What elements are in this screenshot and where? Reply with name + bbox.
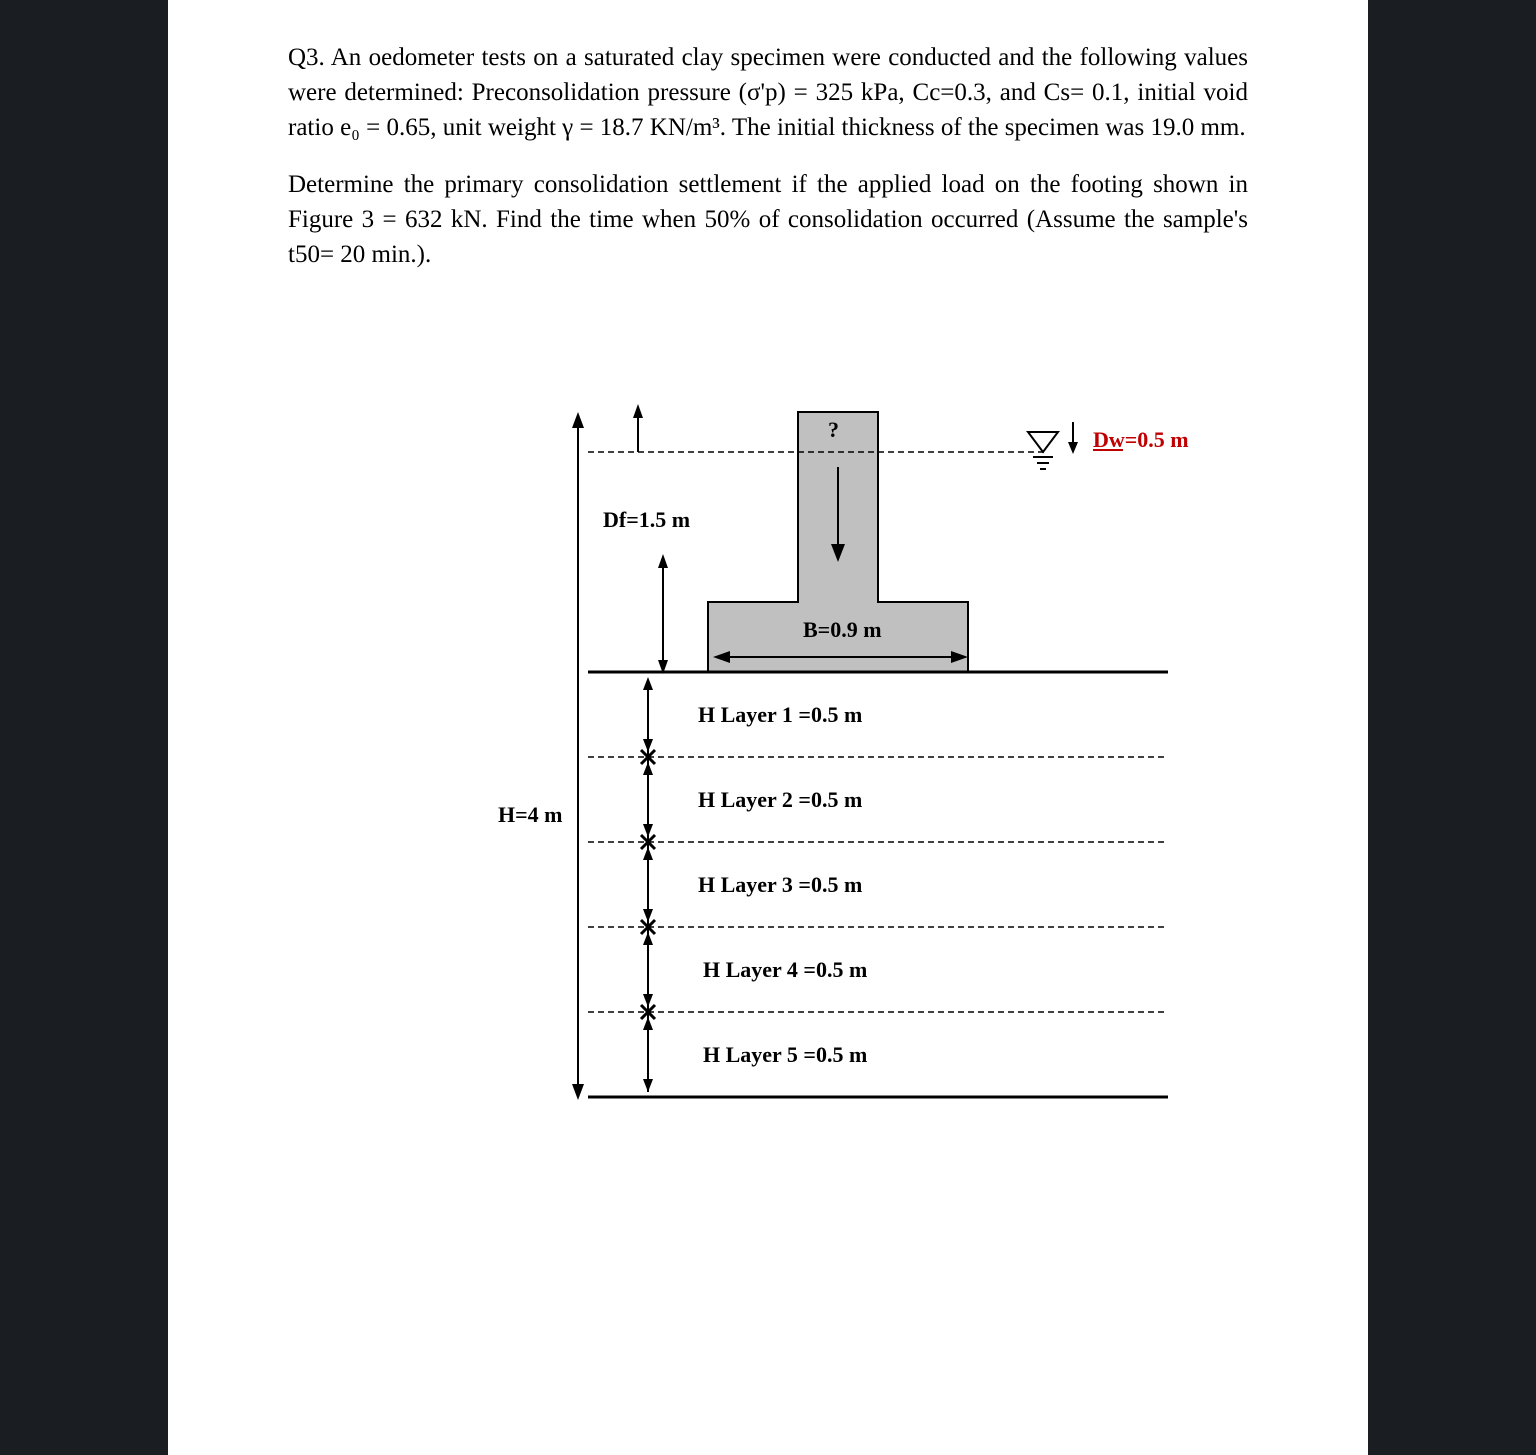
dw-label: Dw=0.5 m [1093, 427, 1189, 452]
ld-arrow-1u [643, 739, 653, 752]
layer-4-label: H Layer 4 =0.5 m [703, 957, 867, 982]
df-top-arrowhead [633, 404, 643, 418]
ld-arrow-0d [643, 677, 653, 690]
ld-arrow-2d [643, 847, 653, 860]
question-para-1: Q3. An oedometer tests on a saturated cl… [288, 40, 1248, 145]
layer-5-label: H Layer 5 =0.5 m [703, 1042, 867, 1067]
load-qmark: ? [828, 417, 839, 442]
layer-3-label: H Layer 3 =0.5 m [698, 872, 862, 897]
h-arrow-bot [572, 1084, 584, 1100]
h-arrow-top [572, 412, 584, 428]
h-label: H=4 m [498, 802, 562, 827]
question-block: Q3. An oedometer tests on a saturated cl… [288, 40, 1248, 272]
water-triangle-icon [1028, 432, 1058, 452]
ld-arrow-4d [643, 1017, 653, 1030]
ld-arrow-4u [643, 994, 653, 1007]
layer-2-label: H Layer 2 =0.5 m [698, 787, 862, 812]
df-bot-arrow-up [658, 554, 668, 568]
dw-arrow-head [1068, 442, 1078, 454]
ld-arrow-5u [643, 1079, 653, 1092]
ld-arrow-1d [643, 762, 653, 775]
ld-arrow-3d [643, 932, 653, 945]
layer-1-label: H Layer 1 =0.5 m [698, 702, 862, 727]
b-label: B=0.9 m [803, 617, 882, 642]
question-para-2: Determine the primary consolidation sett… [288, 167, 1248, 272]
ld-arrow-3u [643, 909, 653, 922]
ld-arrow-2u [643, 824, 653, 837]
figure-3-diagram: ? Dw=0.5 m Df=1.5 m [488, 392, 1268, 1132]
document-page: Q3. An oedometer tests on a saturated cl… [168, 0, 1368, 1455]
df-label: Df=1.5 m [603, 507, 690, 532]
